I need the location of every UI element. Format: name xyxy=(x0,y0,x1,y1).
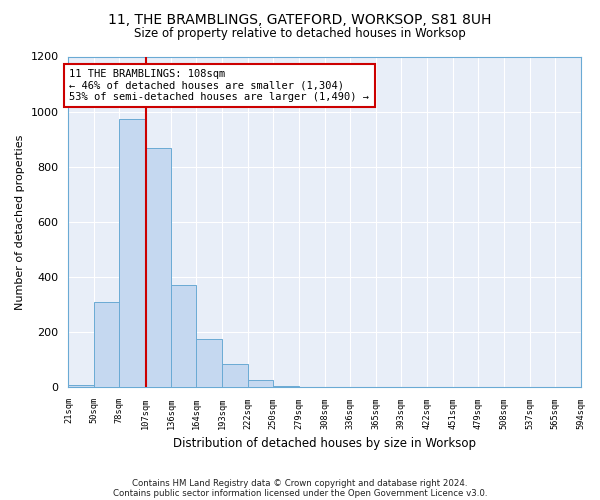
Text: 11 THE BRAMBLINGS: 108sqm
← 46% of detached houses are smaller (1,304)
53% of se: 11 THE BRAMBLINGS: 108sqm ← 46% of detac… xyxy=(69,69,369,102)
Text: Size of property relative to detached houses in Worksop: Size of property relative to detached ho… xyxy=(134,28,466,40)
Bar xyxy=(119,118,145,388)
Bar xyxy=(299,387,325,388)
Bar xyxy=(196,339,222,388)
Bar xyxy=(94,302,119,388)
Bar xyxy=(273,386,299,388)
Bar xyxy=(171,286,196,388)
X-axis label: Distribution of detached houses by size in Worksop: Distribution of detached houses by size … xyxy=(173,437,476,450)
Bar xyxy=(222,364,248,388)
Y-axis label: Number of detached properties: Number of detached properties xyxy=(15,134,25,310)
Bar xyxy=(68,384,94,388)
Bar xyxy=(145,148,171,388)
Bar xyxy=(248,380,273,388)
Text: Contains HM Land Registry data © Crown copyright and database right 2024.: Contains HM Land Registry data © Crown c… xyxy=(132,478,468,488)
Text: Contains public sector information licensed under the Open Government Licence v3: Contains public sector information licen… xyxy=(113,488,487,498)
Text: 11, THE BRAMBLINGS, GATEFORD, WORKSOP, S81 8UH: 11, THE BRAMBLINGS, GATEFORD, WORKSOP, S… xyxy=(109,12,491,26)
